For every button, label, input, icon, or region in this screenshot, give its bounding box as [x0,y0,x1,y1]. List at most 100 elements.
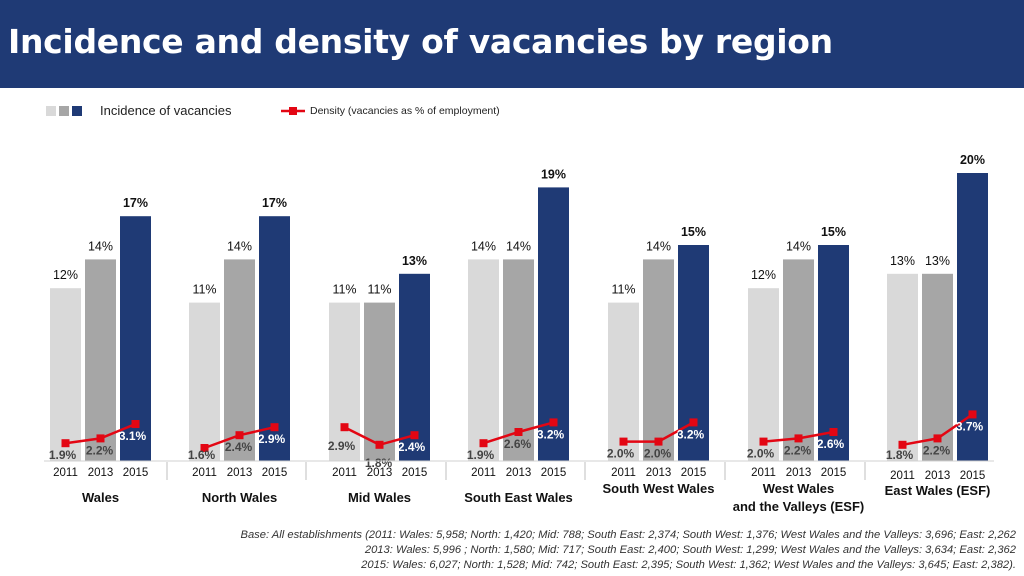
density-point-south-west-wales-2015 [689,418,698,427]
incidence-label-mid-wales-2015: 13% [402,254,427,268]
region-name-south-east-wales: South East Wales [464,490,573,505]
density-point-mid-wales-2011 [340,423,349,432]
year-label-east-wales-esf-2011: 2011 [890,470,915,482]
incidence-label-mid-wales-2011: 11% [332,283,356,297]
density-label-mid-wales-2013: 1.8% [365,456,393,470]
bar-south-west-wales-2013 [643,259,674,461]
legend-density-label: Density (vacancies as % of employment) [310,105,500,117]
year-label-north-wales-2013: 2013 [227,467,253,479]
year-label-mid-wales-2011: 2011 [332,467,357,479]
density-label-mid-wales-2015: 2.4% [398,440,426,454]
density-point-wales-2015 [131,420,140,428]
footnote-line-2015: 2015: Wales: 6,027; North: 1,528; Mid: 7… [361,559,1016,571]
density-label-east-wales-esf-2013: 2.2% [923,443,951,457]
density-label-south-west-wales-2011: 2.0% [607,447,635,461]
density-point-south-west-wales-2013 [654,437,663,446]
density-label-north-wales-2015: 2.9% [258,432,286,446]
density-label-south-west-wales-2013: 2.0% [644,447,672,461]
year-label-mid-wales-2015: 2015 [402,467,428,479]
bar-west-wales-and-the-valleys-esf-2011 [748,288,779,461]
year-label-wales-2013: 2013 [88,467,114,479]
incidence-label-east-wales-esf-2011: 13% [890,254,915,268]
density-label-wales-2013: 2.2% [86,443,114,457]
year-label-south-west-wales-2011: 2011 [611,467,636,479]
bar-south-east-wales-2011 [468,259,499,461]
density-point-west-wales-and-the-valleys-esf-2015 [829,428,838,436]
bar-wales-2011 [50,288,81,461]
year-label-wales-2015: 2015 [123,467,149,479]
region-name-wales: Wales [82,490,119,505]
bar-east-wales-esf-2013 [922,273,953,461]
year-label-south-east-wales-2013: 2013 [506,467,532,479]
density-label-wales-2015: 3.1% [119,429,147,443]
footnote-line-2013: 2013: Wales: 5,996 ; North: 1,580; Mid: … [364,544,1016,556]
density-point-north-wales-2011 [200,444,209,452]
density-point-south-east-wales-2011 [479,439,488,448]
footnote-line-2011: Base: All establishments (2011: Wales: 5… [240,529,1017,541]
density-label-east-wales-esf-2011: 1.8% [886,448,914,462]
density-label-west-wales-and-the-valleys-esf-2013: 2.2% [784,443,812,457]
legend-swatch-2011 [46,106,56,116]
region-name-east-wales-esf: East Wales (ESF) [885,483,991,498]
incidence-label-south-east-wales-2011: 14% [471,239,496,253]
incidence-label-east-wales-esf-2013: 13% [925,254,950,268]
year-label-mid-wales-2013: 2013 [367,467,393,479]
incidence-label-wales-2015: 17% [123,196,148,210]
region-name-north-wales: North Wales [202,490,277,505]
density-point-west-wales-and-the-valleys-esf-2013 [794,434,803,443]
year-label-north-wales-2015: 2015 [262,467,288,479]
region-name-west-wales-and-the-valleys-esf-line-1: West Wales [763,481,835,496]
density-point-north-wales-2015 [270,423,279,432]
incidence-label-east-wales-esf-2015: 20% [960,153,985,167]
incidence-label-north-wales-2013: 14% [227,239,252,253]
bar-west-wales-and-the-valleys-esf-2013 [783,259,814,461]
incidence-label-south-west-wales-2015: 15% [681,225,706,239]
bar-wales-2013 [85,259,116,461]
legend-density-marker [281,107,305,115]
bar-mid-wales-2015 [399,273,430,461]
year-label-west-wales-and-the-valleys-esf-2013: 2013 [786,467,812,479]
density-point-wales-2011 [61,439,70,448]
density-label-wales-2011: 1.9% [49,448,77,462]
density-label-north-wales-2011: 1.6% [188,448,216,462]
density-point-mid-wales-2015 [410,431,419,440]
year-label-north-wales-2011: 2011 [192,467,217,479]
year-label-south-west-wales-2015: 2015 [681,467,707,479]
year-label-south-east-wales-2011: 2011 [471,467,496,479]
incidence-label-wales-2013: 14% [88,239,113,253]
year-label-west-wales-and-the-valleys-esf-2011: 2011 [751,467,776,479]
density-label-south-east-wales-2011: 1.9% [467,448,495,462]
bar-west-wales-and-the-valleys-esf-2015 [818,245,849,461]
incidence-label-south-west-wales-2013: 14% [646,239,671,253]
bar-north-wales-2013 [224,259,255,461]
year-label-wales-2011: 2011 [53,467,78,479]
density-label-mid-wales-2011: 2.9% [328,439,356,453]
incidence-label-north-wales-2015: 17% [262,196,287,210]
incidence-label-south-west-wales-2011: 11% [611,283,635,297]
density-point-mid-wales-2013 [375,440,384,449]
page-title: Incidence and density of vacancies by re… [8,22,833,61]
bar-north-wales-2015 [259,216,290,461]
density-point-north-wales-2013 [235,431,244,440]
year-label-west-wales-and-the-valleys-esf-2015: 2015 [821,467,847,479]
bar-north-wales-2011 [189,302,220,461]
region-name-mid-wales: Mid Wales [348,490,411,505]
legend-incidence-label: Incidence of vacancies [100,103,232,118]
density-label-west-wales-and-the-valleys-esf-2015: 2.6% [817,437,845,451]
year-label-east-wales-esf-2013: 2013 [925,470,951,482]
legend-swatch-2013 [59,106,69,116]
incidence-label-south-east-wales-2013: 14% [506,239,531,253]
base-footnote: Base: All establishments (2011: Wales: 5… [196,528,1017,573]
incidence-label-west-wales-and-the-valleys-esf-2011: 12% [751,268,776,282]
incidence-label-south-east-wales-2015: 19% [541,167,566,181]
incidence-label-west-wales-and-the-valleys-esf-2015: 15% [821,225,846,239]
bar-east-wales-esf-2011 [887,273,918,461]
density-point-south-east-wales-2013 [514,428,523,436]
year-label-south-east-wales-2015: 2015 [541,467,567,479]
density-point-east-wales-esf-2015 [968,410,977,419]
year-label-south-west-wales-2013: 2013 [646,467,672,479]
bar-south-east-wales-2015 [538,187,569,461]
density-point-west-wales-and-the-valleys-esf-2011 [759,437,768,446]
bar-mid-wales-2011 [329,302,360,461]
